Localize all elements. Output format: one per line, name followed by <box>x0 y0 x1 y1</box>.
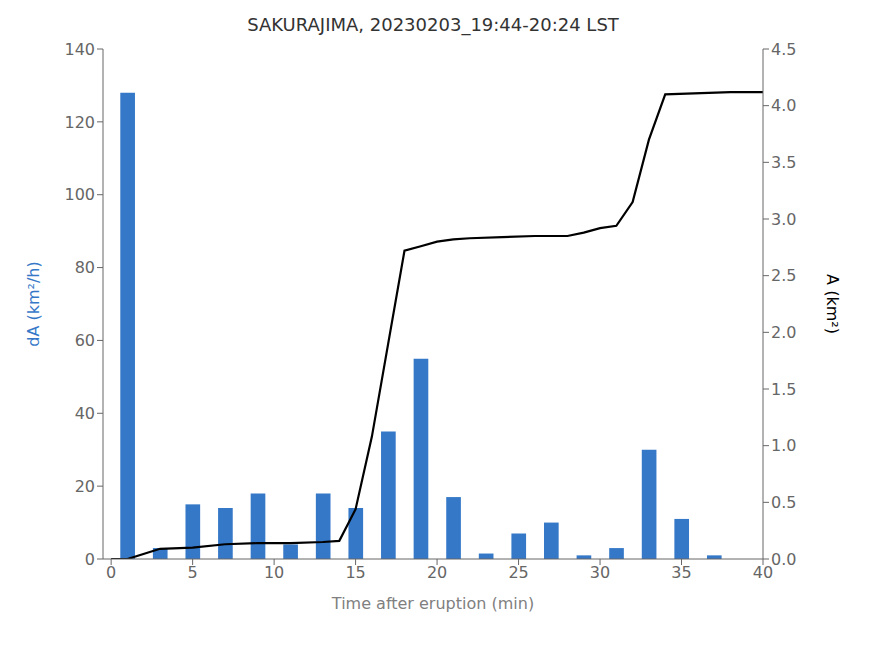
svg-text:0.0: 0.0 <box>771 550 796 569</box>
svg-text:10: 10 <box>264 563 284 582</box>
svg-text:60: 60 <box>75 331 95 350</box>
svg-text:2.5: 2.5 <box>771 266 796 285</box>
svg-text:Time after eruption (min): Time after eruption (min) <box>331 594 534 613</box>
svg-text:100: 100 <box>64 185 95 204</box>
svg-text:4.5: 4.5 <box>771 40 796 59</box>
svg-text:3.0: 3.0 <box>771 210 796 229</box>
svg-text:1.5: 1.5 <box>771 380 796 399</box>
svg-text:40: 40 <box>752 563 774 583</box>
svg-text:15: 15 <box>345 563 365 582</box>
svg-text:0.5: 0.5 <box>771 493 796 512</box>
svg-text:20: 20 <box>427 563 447 582</box>
svg-text:4.0: 4.0 <box>771 96 796 115</box>
svg-text:dA (km²/h): dA (km²/h) <box>24 261 43 346</box>
svg-text:0: 0 <box>85 550 95 569</box>
svg-text:80: 80 <box>75 258 95 277</box>
svg-text:1.0: 1.0 <box>771 436 796 455</box>
html-text:SAKURAJIMA, 20230203_19:44-20:: SAKURAJIMA, 20230203_19:44-20:24 LST <box>247 14 619 35</box>
svg-text:A (km²): A (km²) <box>823 274 842 334</box>
svg-text:35: 35 <box>671 563 691 582</box>
svg-text:5: 5 <box>188 563 198 582</box>
svg-text:20: 20 <box>75 477 95 496</box>
svg-text:30: 30 <box>590 563 610 582</box>
svg-text:120: 120 <box>64 113 95 132</box>
svg-text:25: 25 <box>508 563 528 582</box>
svg-text:2.0: 2.0 <box>771 323 796 342</box>
svg-text:3.5: 3.5 <box>771 153 796 172</box>
svg-text:140: 140 <box>64 40 95 59</box>
svg-text:0: 0 <box>106 563 116 582</box>
svg-text:40: 40 <box>75 404 95 423</box>
